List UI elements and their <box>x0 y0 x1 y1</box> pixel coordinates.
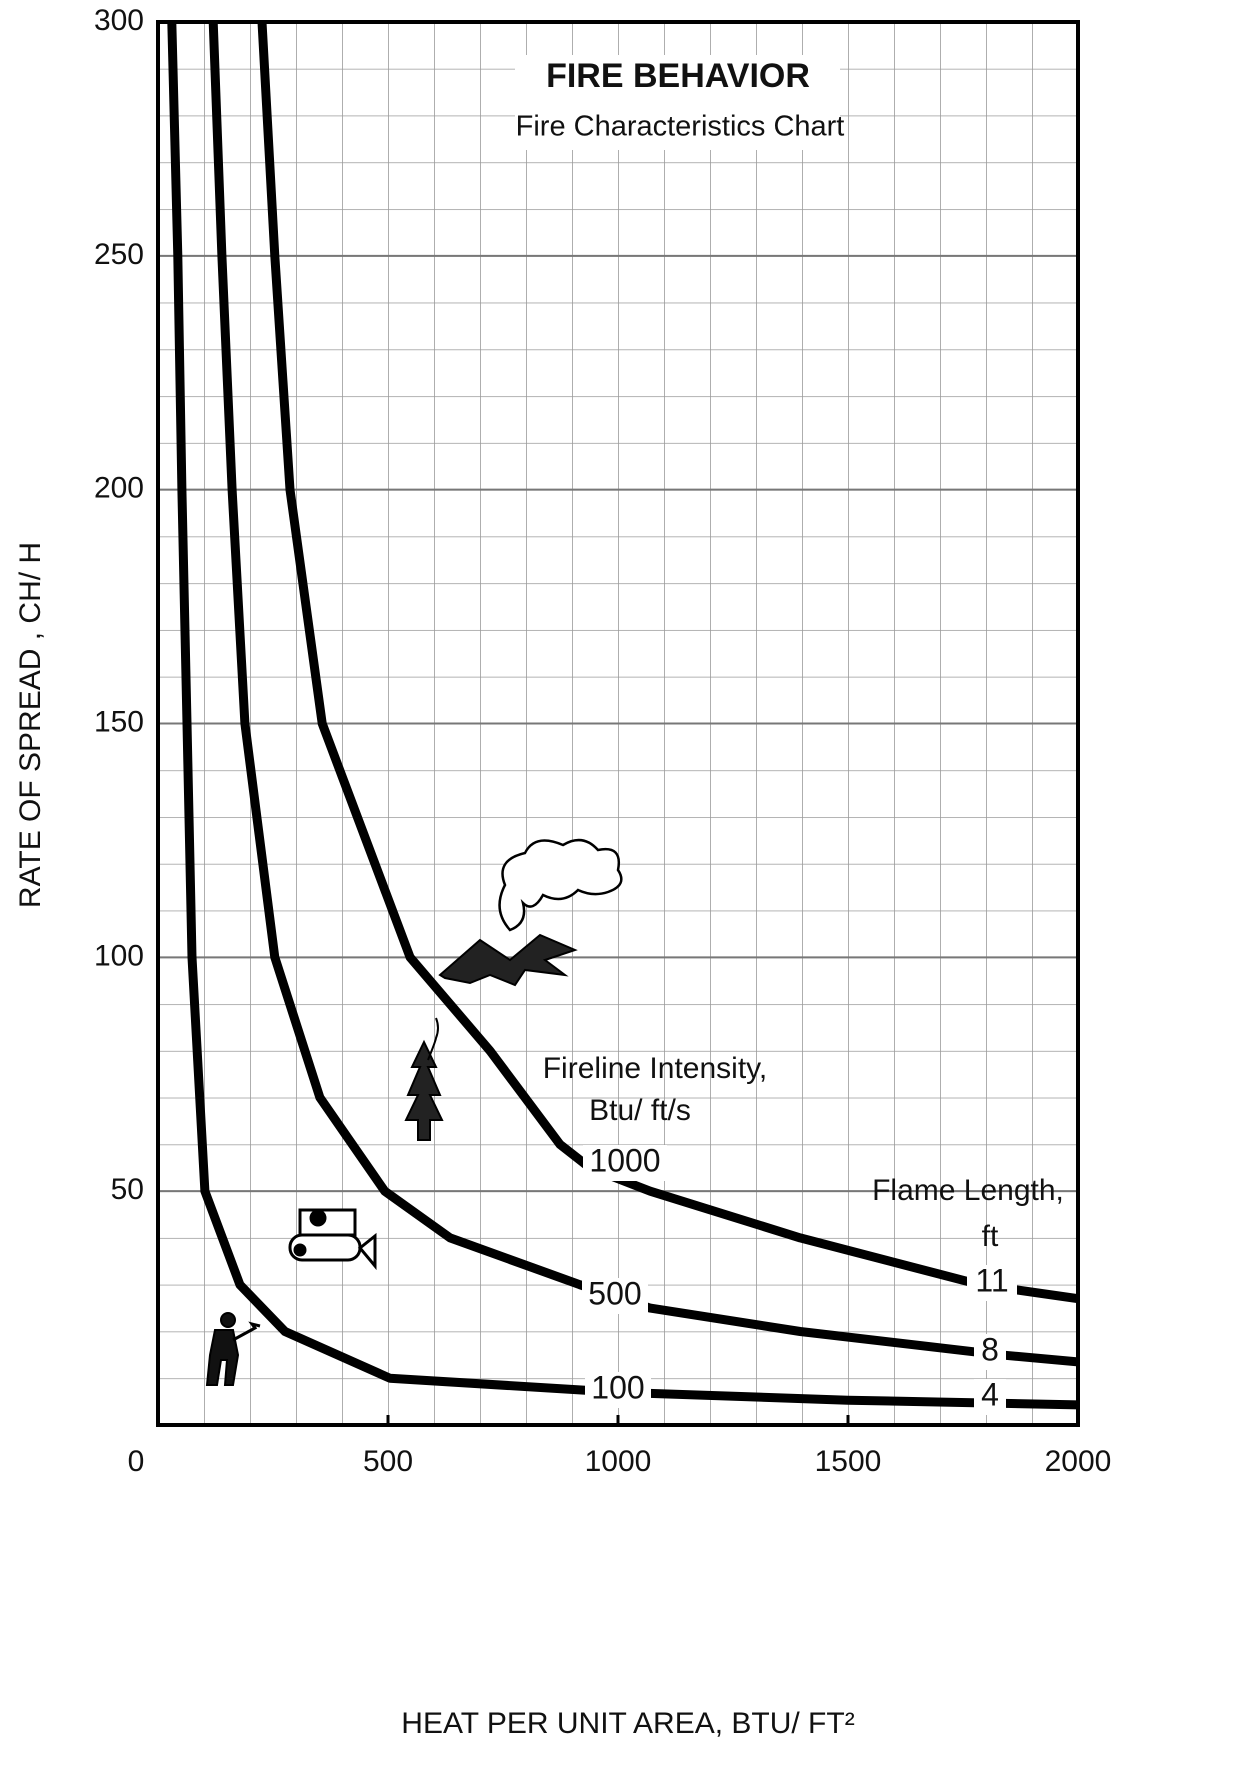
curve-label: 1000 <box>589 1142 660 1178</box>
y-tick-label: 100 <box>94 939 144 972</box>
cloud-icon <box>498 838 623 932</box>
forest-icon <box>438 933 578 987</box>
curve-label: 500 <box>588 1275 641 1311</box>
curve-label: 100 <box>591 1369 644 1405</box>
label-backdrop <box>582 1278 648 1314</box>
x-tick-label: 1500 <box>815 1445 882 1478</box>
annotation: Btu/ ft/s <box>589 1094 691 1127</box>
label-backdrop <box>967 1265 1017 1301</box>
y-axis-label: RATE OF SPREAD , CH/ H <box>14 542 47 908</box>
y-tick-label: 250 <box>94 238 144 271</box>
tree-icon <box>404 1017 444 1141</box>
y-tick-label: 50 <box>111 1173 144 1206</box>
flame-length-label: 8 <box>981 1331 999 1367</box>
title-backdrop <box>515 55 840 150</box>
curve <box>167 22 1078 1410</box>
annotation: Fireline Intensity, <box>543 1052 768 1085</box>
x-axis-label: HEAT PER UNIT AREA, BTU/ FT² <box>401 1707 854 1740</box>
firefighter-icon <box>205 1312 261 1386</box>
chart-subtitle: Fire Characteristics Chart <box>516 111 845 143</box>
label-backdrop <box>974 1334 1006 1370</box>
x-tick-label: 2000 <box>1045 1445 1112 1478</box>
flame-length-label: 11 <box>975 1262 1008 1298</box>
annotation: ft <box>982 1220 999 1253</box>
annotation: Flame Length, <box>872 1174 1064 1207</box>
label-backdrop <box>974 1379 1006 1415</box>
flame-length-label: 4 <box>981 1376 999 1412</box>
chart-title: FIRE BEHAVIOR <box>546 57 810 95</box>
label-backdrop <box>585 1372 651 1408</box>
y-tick-label: 200 <box>94 472 144 505</box>
plot-frame <box>156 20 1080 1427</box>
y-tick-label: 300 <box>94 4 144 37</box>
curve <box>257 22 1078 1304</box>
label-backdrop <box>583 1145 667 1181</box>
x-tick-label: 500 <box>363 1445 413 1478</box>
x-tick-label: 0 <box>128 1445 145 1478</box>
bulldozer-icon <box>288 1208 377 1271</box>
x-tick-label: 1000 <box>585 1445 652 1478</box>
y-tick-label: 150 <box>94 705 144 738</box>
curve <box>208 22 1078 1367</box>
